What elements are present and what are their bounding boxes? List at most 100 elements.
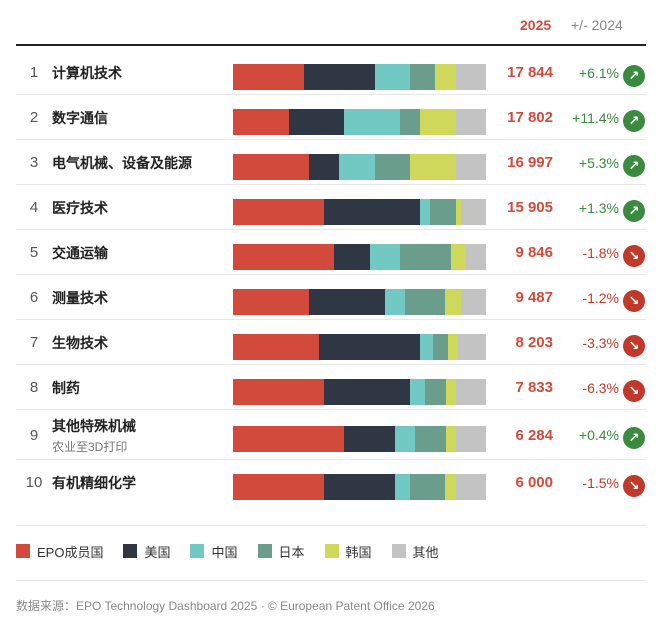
arrow-up-right-icon: ↗ [623, 155, 645, 177]
arrow-down-right-icon: ↘ [623, 335, 645, 357]
row-label: 医疗技术 [52, 185, 108, 230]
stacked-bar [233, 426, 486, 452]
change-value: +6.1% [578, 64, 619, 81]
table-row: 6 测量技术 9 487 -1.2% ↘ [16, 275, 646, 320]
row-rank: 8 [29, 379, 39, 396]
bar-segment [233, 474, 325, 500]
bar-segment [432, 334, 449, 360]
stacked-bar [233, 154, 486, 180]
header-divider [16, 44, 646, 46]
arrow-up-right-icon: ↗ [623, 200, 645, 222]
bar-segment [455, 199, 461, 225]
change-value: -3.3% [582, 334, 619, 351]
value-2025: 8 203 [515, 334, 553, 351]
bar-segment [344, 426, 395, 452]
bar-segment [420, 109, 456, 135]
bar-segment [233, 244, 335, 270]
legend-swatch [16, 544, 30, 558]
bar-segment [288, 109, 345, 135]
arrow-down-right-icon: ↘ [623, 290, 645, 312]
value-2025: 16 997 [507, 154, 553, 171]
change-value: -1.2% [582, 289, 619, 306]
category-name: 电气机械、设备及能源 [52, 154, 192, 171]
value-2025: 17 844 [507, 64, 553, 81]
table-row: 7 生物技术 8 203 -3.3% ↘ [16, 320, 646, 365]
row-divider [16, 459, 646, 460]
category-name: 制药 [52, 379, 80, 396]
arrow-up-right-icon: ↗ [623, 110, 645, 132]
row-rank: 2 [29, 109, 39, 126]
row-label: 交通运输 [52, 230, 108, 275]
legend-item: 日本 [257, 542, 305, 561]
stacked-bar [233, 334, 486, 360]
table-row: 8 制药 7 833 -6.3% ↘ [16, 365, 646, 410]
bar-segment [450, 244, 466, 270]
stacked-bar [233, 474, 486, 500]
table-row: 2 数字通信 17 802 +11.4% ↗ [16, 95, 646, 140]
category-name: 其他特殊机械 [52, 417, 136, 434]
change-value: +0.4% [578, 427, 619, 443]
row-label: 数字通信 [52, 95, 108, 140]
value-2025: 17 802 [507, 109, 553, 126]
bar-segment [410, 474, 446, 500]
bar-segment [324, 474, 395, 500]
legend-swatch [190, 544, 205, 558]
category-name: 测量技术 [52, 289, 108, 306]
bar-segment [445, 289, 461, 315]
legend-swatch [123, 544, 138, 558]
bar-segment [394, 426, 416, 452]
bar-segment [410, 64, 436, 90]
row-divider [16, 274, 646, 275]
bar-segment [369, 244, 400, 270]
table-row: 9 其他特殊机械 农业至3D打印 6 284 +0.4% ↗ [16, 410, 646, 460]
bar-segment [233, 64, 304, 90]
column-header-change: +/- 2024 [571, 17, 623, 33]
row-divider [16, 184, 646, 185]
bar-segment [394, 474, 411, 500]
row-label: 制药 [52, 365, 80, 410]
bar-segment [455, 474, 486, 500]
bar-segment [324, 199, 421, 225]
bar-segment [455, 379, 486, 405]
legend-label: 其他 [412, 544, 439, 560]
legend-swatch [324, 544, 339, 558]
row-rank: 4 [29, 199, 39, 216]
row-rank: 7 [29, 334, 39, 351]
table-row: 10 有机精细化学 6 000 -1.5% ↘ [16, 460, 646, 505]
change-value: -1.8% [582, 244, 619, 261]
stacked-bar [233, 244, 486, 270]
value-2025: 9 487 [515, 289, 553, 306]
table-row: 4 医疗技术 15 905 +1.3% ↗ [16, 185, 646, 230]
bar-segment [465, 244, 486, 270]
row-divider [16, 319, 646, 320]
table-row: 1 计算机技术 17 844 +6.1% ↗ [16, 50, 646, 95]
value-2025: 6 284 [515, 426, 553, 444]
category-name: 计算机技术 [52, 64, 122, 81]
source-note: 数据来源：EPO Technology Dashboard 2025 · © E… [16, 599, 435, 613]
stacked-bar [233, 64, 486, 90]
bar-segment [399, 109, 421, 135]
bar-segment [455, 64, 486, 90]
change-value: +11.4% [572, 109, 619, 126]
stacked-bar [233, 199, 486, 225]
legend-swatch [391, 544, 406, 558]
legend-item: 韩国 [324, 542, 372, 561]
bar-segment [334, 244, 370, 270]
bar-segment [410, 379, 426, 405]
category-name: 数字通信 [52, 109, 108, 126]
table-row: 3 电气机械、设备及能源 16 997 +5.3% ↗ [16, 140, 646, 185]
row-rank: 3 [29, 154, 39, 171]
row-rank: 10 [25, 474, 43, 491]
legend-divider [16, 525, 646, 526]
arrow-down-right-icon: ↘ [623, 380, 645, 402]
legend: EPO成员国 美国 中国 日本 韩国 其他 [16, 541, 459, 561]
bar-segment [425, 379, 446, 405]
bar-segment [233, 379, 325, 405]
category-subtitle: 农业至3D打印 [52, 439, 128, 454]
bar-segment [430, 199, 456, 225]
column-header-2025: 2025 [520, 17, 552, 33]
bar-segment [420, 334, 433, 360]
stacked-bar [233, 379, 486, 405]
row-label: 电气机械、设备及能源 [52, 140, 192, 185]
row-divider [16, 139, 646, 140]
